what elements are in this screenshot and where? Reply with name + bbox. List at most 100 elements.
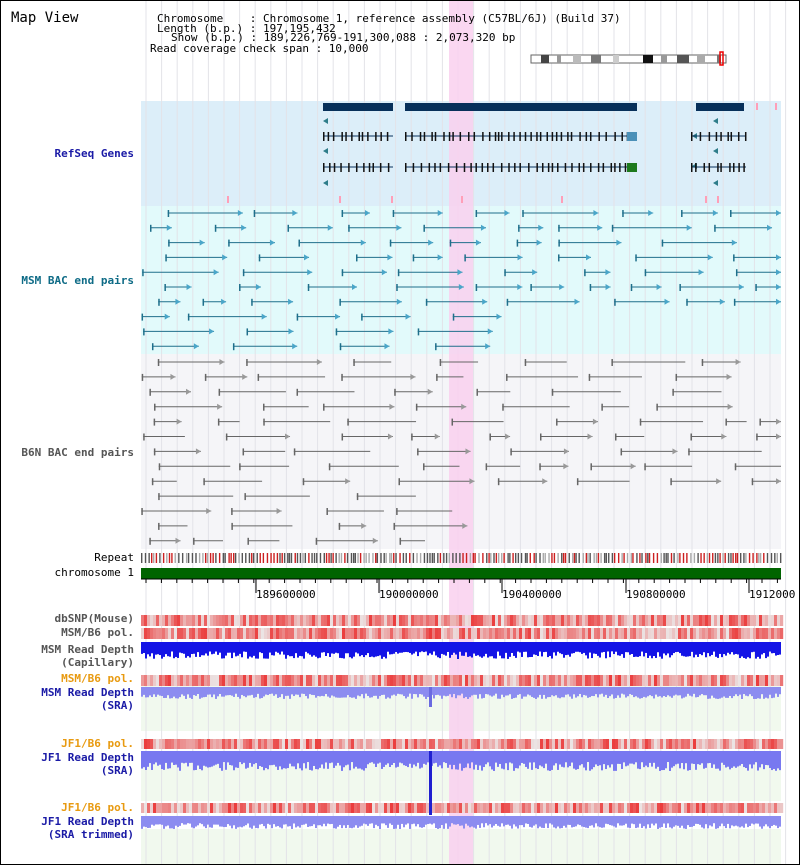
depth-bar [649,751,651,763]
track-label-msm-bac[interactable]: MSM BAC end pairs [21,274,134,287]
heat-cell [621,628,625,639]
depth-bar [579,642,581,653]
depth-bar [597,816,599,827]
heat-cell [369,615,373,626]
depth-bar [525,751,527,767]
heat-cell [285,803,289,813]
bac-end-arrow [457,269,463,276]
repeat-element [665,553,667,563]
track-label-dbsnp[interactable]: dbSNP(Mouse) [54,612,134,625]
heat-cell [717,628,721,639]
depth-bar [561,751,563,767]
bac-end [399,537,402,545]
depth-bar [223,642,225,659]
heat-cell [459,615,463,626]
heat-cell [246,739,250,749]
depth-bar [223,687,225,697]
depth-bar [353,816,355,828]
heat-cell [360,739,364,749]
depth-bar [287,687,289,696]
depth-bar [621,642,623,655]
depth-bar [305,687,307,697]
heat-cell [192,803,196,813]
heat-cell [660,628,664,639]
depth-bar [769,642,771,652]
bac-end [644,269,647,277]
track-label-jf1-depth[interactable]: JF1 Read Depth [41,751,134,764]
depth-bar [361,642,363,656]
track-label-jf1-trimmed[interactable]: JF1 Read Depth [41,815,134,828]
depth-bar [531,816,533,828]
depth-bar [405,687,407,699]
depth-bar [225,642,227,656]
heat-cell [402,739,406,749]
depth-bar [243,642,245,652]
heat-cell [366,615,370,626]
depth-bar [691,687,693,697]
heat-cell [144,803,148,813]
heat-cell [714,675,718,686]
heat-cell [465,739,469,749]
depth-bar [651,816,653,824]
depth-bar [155,816,157,825]
track-label-msm-depth-sra[interactable]: MSM Read Depth [41,686,134,699]
bac-end [733,254,735,262]
depth-bar [397,687,399,694]
repeat-element [316,553,318,563]
heat-cell [522,739,526,749]
bac-end-arrow [327,224,333,231]
depth-bar [491,816,493,828]
track-label-refseq[interactable]: RefSeq Genes [54,147,134,160]
heat-cell [183,615,187,626]
heat-cell [750,628,754,639]
heat-cell [726,675,730,686]
depth-bar [193,642,195,654]
axis-tick-label: 190000000 [379,588,439,601]
depth-bar [371,751,373,763]
depth-bar [389,687,391,699]
heat-cell [756,615,760,626]
depth-bar [443,816,445,829]
track-label-jf1-b6-pol[interactable]: JF1/B6 pol. [61,737,134,750]
bac-end [251,298,253,306]
track-label-repeat[interactable]: Repeat [94,551,134,564]
bac-end-arrow [496,313,502,320]
repeat-element [266,553,269,563]
heat-cell [681,615,685,626]
depth-bar [201,687,203,698]
depth-bar [213,816,215,825]
bac-end [452,313,455,321]
track-label-msm-b6-pol[interactable]: MSM/B6 pol. [61,626,134,639]
depth-bar [401,687,403,695]
repeat-element [739,553,742,563]
heat-cell [396,803,400,813]
track-label-msm-depth-capillary[interactable]: MSM Read Depth [41,643,134,656]
bac-end-arrow [396,298,402,305]
track-label-jf1-b6-pol-2[interactable]: JF1/B6 pol. [61,801,134,814]
heat-cell [159,675,163,686]
depth-bar [361,751,363,770]
track-label-b6n-bac[interactable]: B6N BAC end pairs [21,446,134,459]
depth-bar [149,751,151,764]
bac-end [347,418,349,426]
depth-bar [423,687,425,697]
repeat-element [325,553,328,563]
depth-bar [663,751,665,771]
heat-cell [303,628,307,639]
depth-bar [721,687,723,698]
track-label-chromosome[interactable]: chromosome 1 [54,566,134,579]
depth-bar [447,816,449,829]
heat-cell [294,628,298,639]
heat-cell [735,628,739,639]
depth-bar [335,687,337,698]
depth-bar [633,642,635,657]
depth-bar [157,816,159,825]
depth-bar [377,751,379,764]
heat-cell [714,615,718,626]
depth-bar [277,687,279,698]
depth-bar [273,816,275,825]
depth-bar [269,751,271,766]
refseq-tick [756,103,758,110]
track-label-msm-b6-pol-2[interactable]: MSM/B6 pol. [61,672,134,685]
